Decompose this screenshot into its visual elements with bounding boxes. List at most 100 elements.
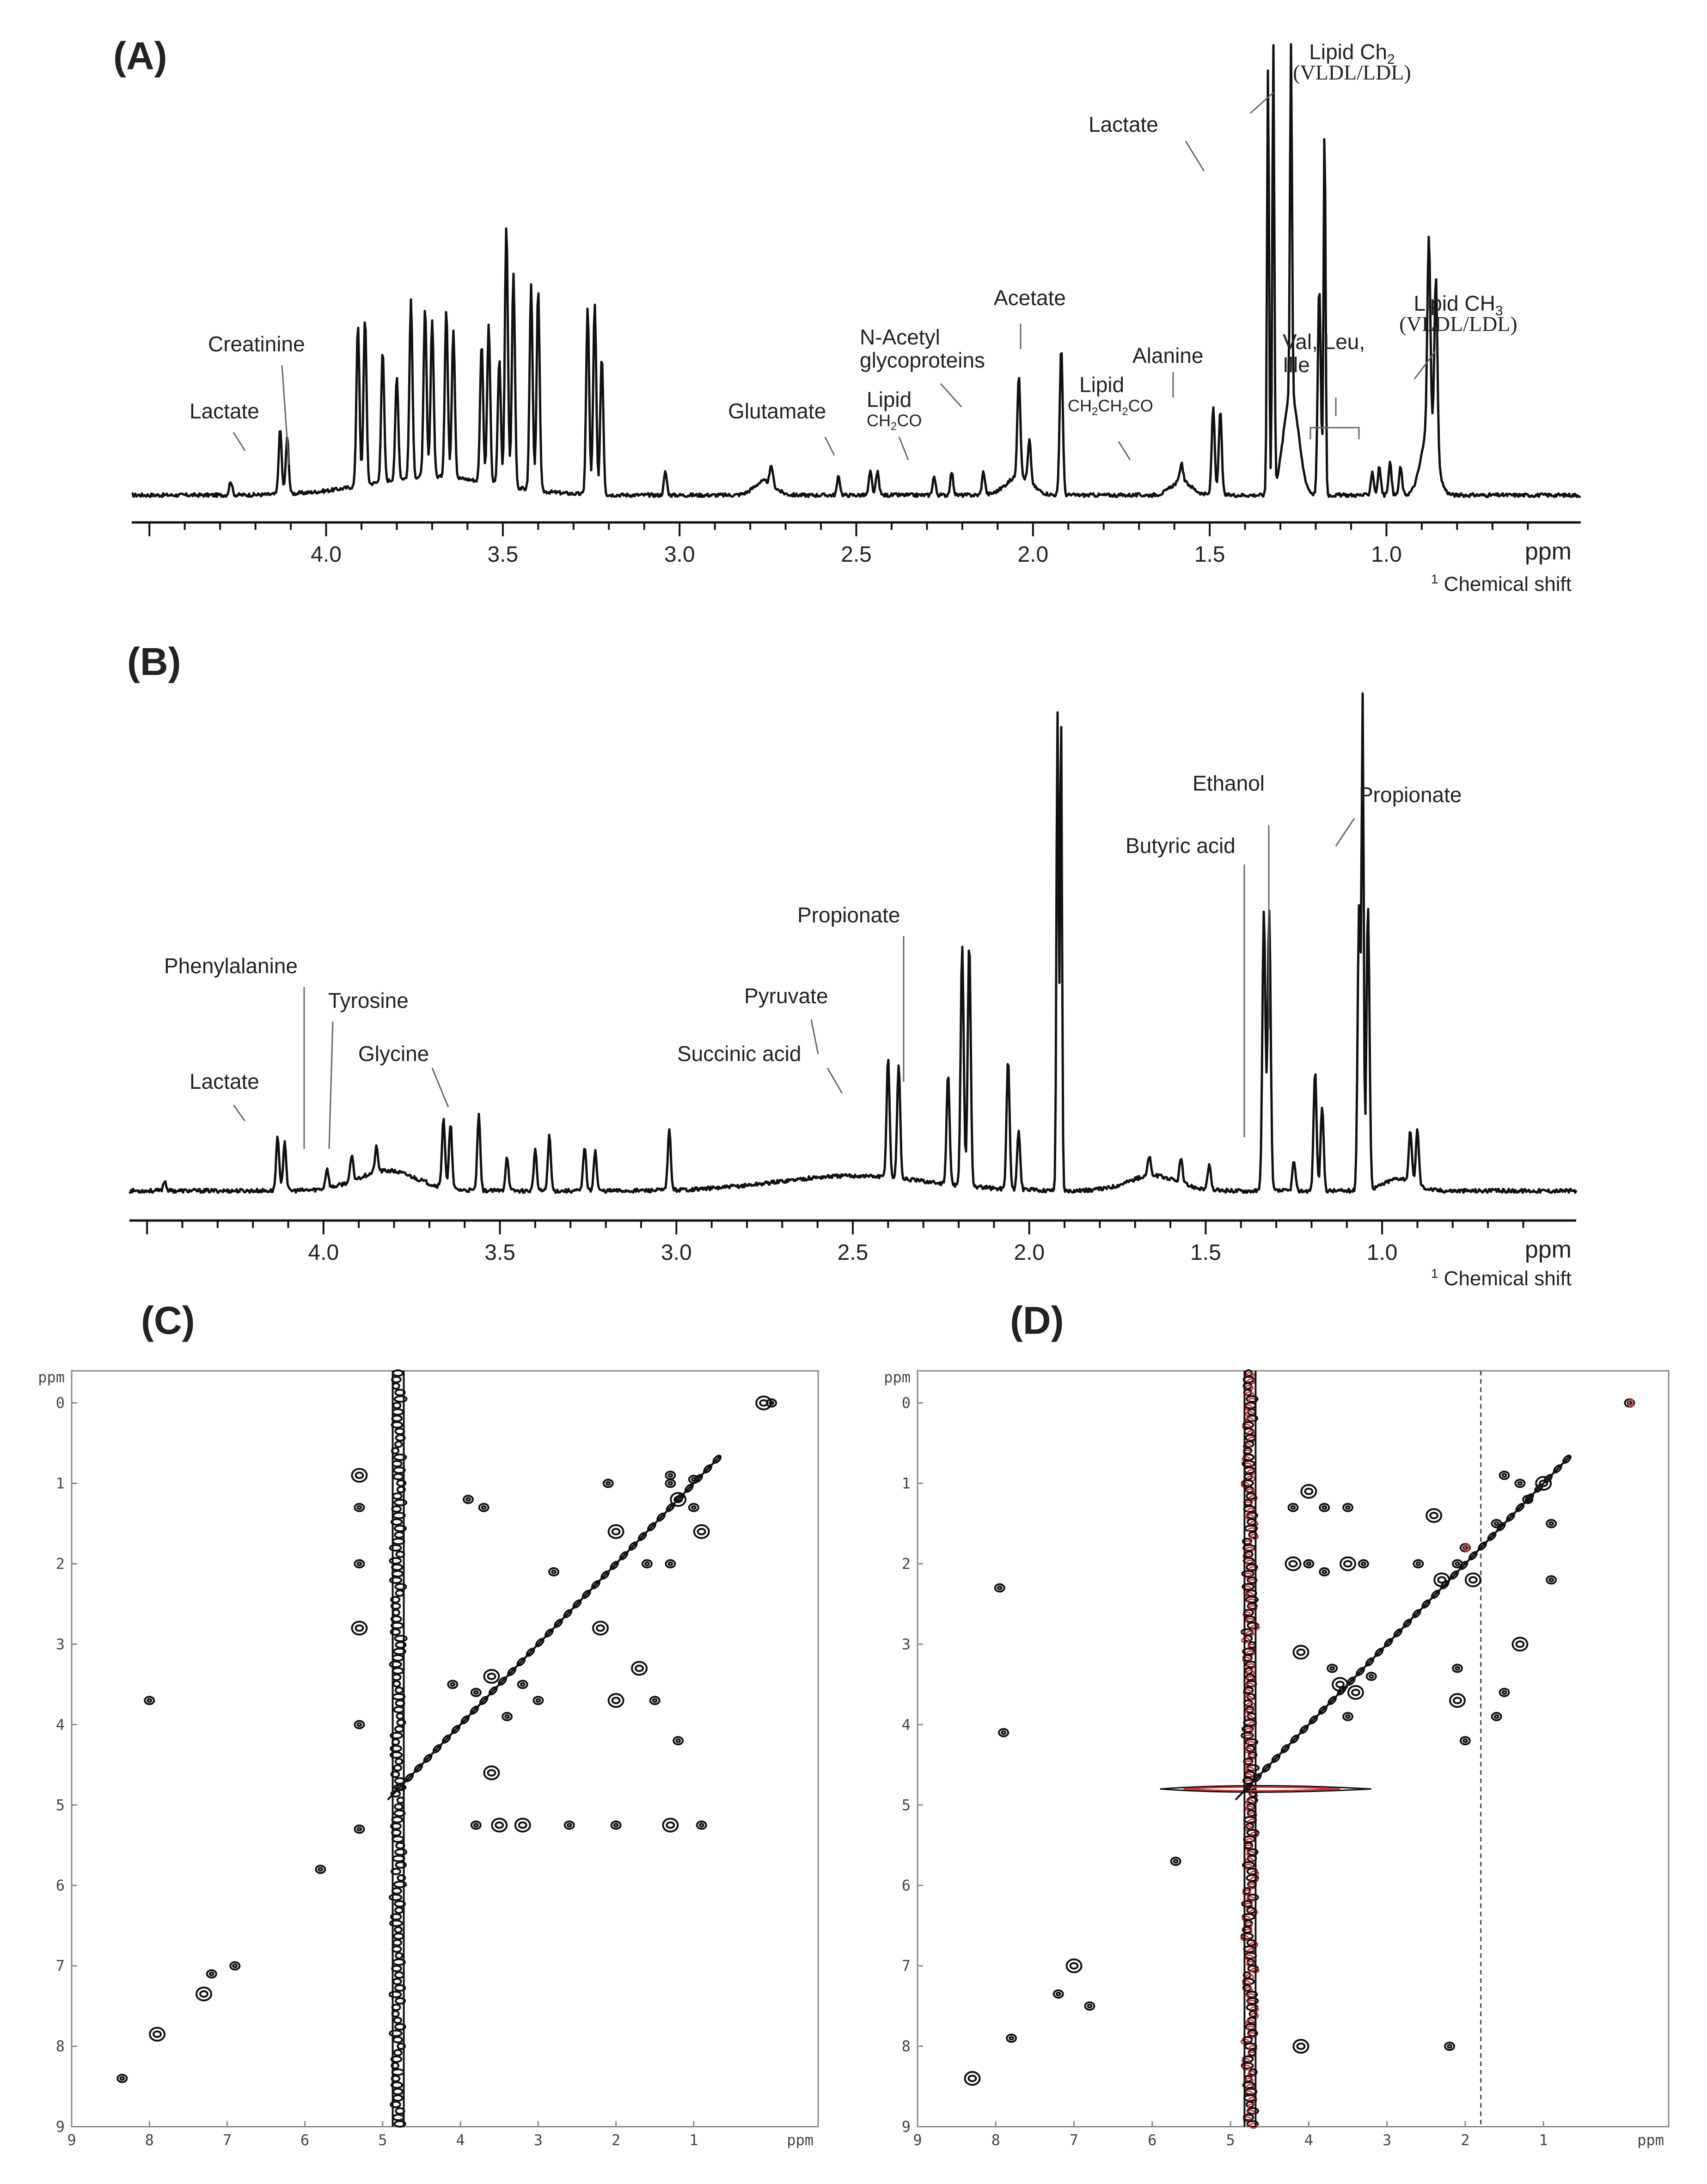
cross-peak-contour-outer <box>1292 2039 1309 2054</box>
cross-peak <box>1339 1556 1356 1571</box>
annotation-label-line2: (VLDL/LDL) <box>1293 61 1411 84</box>
x-tick-label: 3 <box>534 2131 543 2149</box>
solvent-contour <box>1247 1602 1258 1610</box>
diagonal-contour <box>1280 1744 1290 1754</box>
cross-peak-contour-outer <box>1300 1484 1317 1499</box>
x-tick-label: 3.5 <box>484 1240 515 1265</box>
diagonal-contour <box>572 1599 582 1609</box>
diagonal-contour <box>712 1454 722 1464</box>
solvent-contour <box>390 1913 402 1920</box>
cross-peak-contour-inner <box>611 1528 621 1535</box>
cross-peak <box>1449 1693 1466 1708</box>
cross-peak-contour-outer <box>1052 1989 1064 1999</box>
cross-peak-contour-outer <box>670 1492 687 1507</box>
x-tick-label: 1 <box>689 2131 698 2149</box>
cross-peak <box>964 2071 981 2086</box>
x-tick-label: 5 <box>1226 2131 1235 2149</box>
annotation-text: Lipid Ch <box>1309 40 1387 64</box>
solvent-contour <box>1247 2030 1258 2037</box>
cross-peak-contour-inner <box>1452 1697 1462 1705</box>
cross-peak-contour-inner <box>487 1672 496 1680</box>
cross-peak-contour-inner <box>1415 1561 1421 1566</box>
x-axis-title-text: Chemical shift <box>1438 1267 1572 1290</box>
annotation-label: Succinic acid <box>677 1042 801 1066</box>
cross-peak-contour-inner <box>1447 2044 1453 2049</box>
cross-peak-contour-inner <box>232 1963 238 1969</box>
cross-peak-contour-inner <box>1343 1560 1352 1568</box>
annotation-label: Phenylalanine <box>164 954 298 978</box>
cross-peak-contour-inner <box>208 1971 214 1976</box>
cross-peak-contour-inner <box>1351 1688 1360 1696</box>
cross-peak <box>1358 1559 1369 1569</box>
cross-peak <box>1451 1559 1463 1569</box>
cross-peak <box>354 1720 365 1730</box>
solvent-contour-negative <box>1248 1566 1258 1572</box>
cross-peak-contour-outer <box>1451 1663 1463 1673</box>
cross-peak-contour-inner <box>355 1472 364 1479</box>
solvent-contour <box>397 1874 406 1882</box>
x-tick-label: 3 <box>1383 2131 1391 2149</box>
panel-b-1h-spectrum: (B) 4.0 3.5 3.0 2.5 2.0 1.5 1.0 ppm 1 Chemical sh… <box>127 640 1578 1290</box>
diagonal-contour <box>441 1734 451 1744</box>
y-tick-label: 0 <box>902 1394 911 1412</box>
cross-peak-contour-inner <box>495 1821 504 1829</box>
cross-peak <box>688 1474 699 1484</box>
solvent-contour <box>394 2023 406 2031</box>
cross-peak-contour-outer <box>1514 1478 1526 1488</box>
annotation-leader-line <box>810 1019 819 1055</box>
x-tick-label: 6 <box>1148 2131 1156 2149</box>
panel-label-a: (A) <box>113 34 167 78</box>
diagonal-contour <box>1412 1609 1421 1619</box>
cross-peak-contour-inner <box>1462 1545 1468 1550</box>
cross-peak-contour-inner <box>1493 1521 1499 1526</box>
solvent-contour <box>393 1764 403 1772</box>
cross-peak <box>665 1471 676 1480</box>
cross-peak <box>1006 2033 1017 2043</box>
cross-peak-contour-outer <box>610 1820 622 1830</box>
cross-peak <box>517 1680 528 1689</box>
cross-peak <box>641 1559 653 1569</box>
cross-peak-contour-outer <box>563 1820 575 1830</box>
cross-peak-contour-inner <box>1322 1569 1328 1574</box>
diagonal-contour <box>423 1754 433 1763</box>
bracket-val-leu-ile <box>1309 427 1360 439</box>
cross-peak-contour-outer <box>998 1728 1010 1737</box>
cross-peak-contour-inner <box>1087 2004 1093 2009</box>
solvent-contour-negative <box>1250 1534 1259 1540</box>
solvent-contour <box>1245 1991 1258 1998</box>
x-axis-title-text: Chemical shift <box>1438 573 1572 595</box>
solvent-contour <box>390 2101 401 2108</box>
cross-peak <box>483 1669 500 1684</box>
cross-peak-contour-inner <box>1454 1666 1460 1671</box>
spectrum-trace-b <box>128 692 1578 1194</box>
solvent-contour <box>1241 1570 1254 1577</box>
solvent-contour <box>394 1441 403 1448</box>
diagonal-contour <box>1365 1657 1375 1667</box>
solvent-contour-negative <box>1249 2123 1258 2129</box>
solvent-contour <box>395 1434 406 1442</box>
cross-peak-contour-outer <box>144 1696 155 1705</box>
x-tick-label: 7 <box>1070 2131 1078 2149</box>
x-tick-label: 2.5 <box>838 1240 869 1265</box>
cross-peak-contour-inner <box>1539 1479 1548 1487</box>
panel-a-1h-spectrum: (A) 4.0 3.5 3.0 2.5 2.0 1.5 1.0 ppm 1 Chemical sh… <box>113 34 1581 595</box>
cross-peak-contour-inner <box>1296 2043 1306 2050</box>
panel-c-2d-spectrum: (C) ppm 0 1 2 3 4 5 6 7 8 99 8 7 6 5 4 3 2 1 ppm <box>38 1299 819 2149</box>
solvent-contour <box>390 1596 401 1603</box>
solvent-contour <box>1242 1861 1255 1869</box>
cross-peak-contour-inner <box>1288 1560 1298 1568</box>
annotation-label: Propionate <box>1359 783 1462 807</box>
solvent-contour <box>389 1544 402 1552</box>
cross-peak <box>1285 1556 1302 1571</box>
annotation-leader-line <box>898 436 909 460</box>
cross-peak-contour-outer <box>755 1395 772 1411</box>
cross-peak <box>1535 1476 1552 1491</box>
cross-peak-contour-inner <box>356 1505 362 1510</box>
superscript: 1 <box>1431 1266 1438 1281</box>
cross-peak-contour-inner <box>697 1528 706 1535</box>
y-tick-label: 9 <box>902 2118 911 2135</box>
annotation-label: Lactate <box>190 399 259 423</box>
y-tick-label: 5 <box>902 1796 911 1814</box>
annotation-leader-line <box>281 365 290 465</box>
cross-peak-contour-outer <box>631 1661 648 1676</box>
